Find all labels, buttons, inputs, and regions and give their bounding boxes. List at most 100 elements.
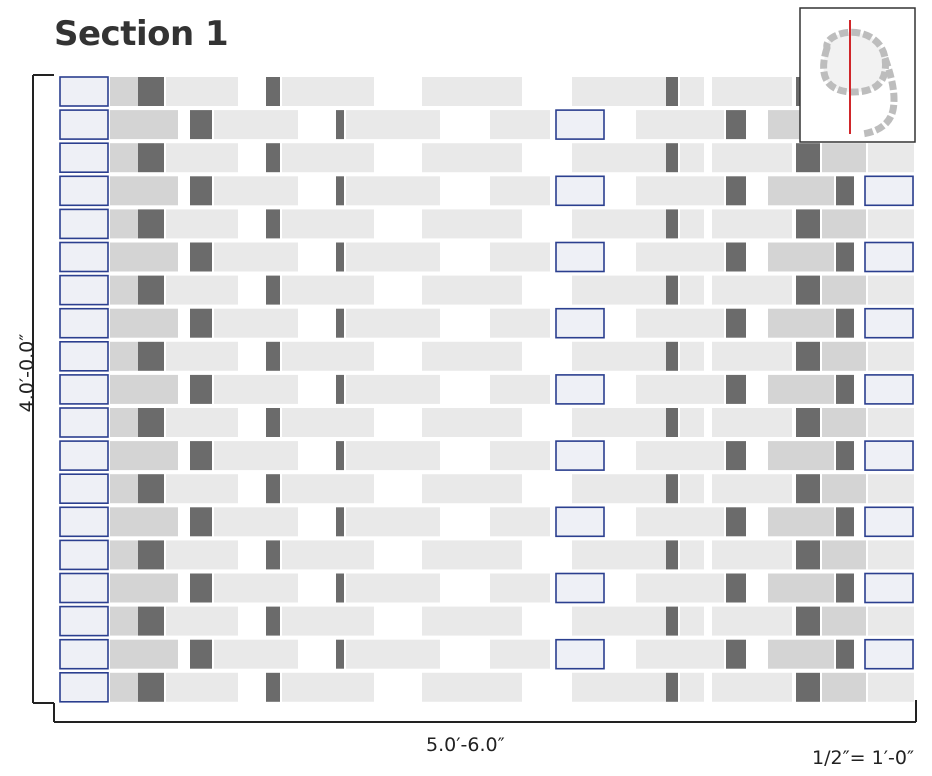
block	[796, 275, 820, 305]
block	[190, 374, 212, 404]
brick-courses	[60, 77, 914, 702]
block	[166, 209, 238, 239]
block	[110, 77, 138, 106]
block	[214, 573, 298, 603]
block	[266, 143, 280, 173]
height-dimension-label: 4.0′-0.0″	[16, 333, 38, 413]
block	[490, 639, 550, 669]
block	[166, 275, 238, 305]
block	[712, 540, 792, 570]
block	[138, 540, 164, 570]
block	[768, 374, 834, 404]
highlighted-block	[59, 208, 109, 240]
block	[422, 143, 522, 173]
block	[712, 209, 792, 239]
block	[666, 540, 678, 570]
block	[190, 441, 212, 471]
block	[796, 143, 820, 173]
block	[726, 639, 746, 669]
highlighted-block	[59, 671, 109, 703]
key-plan-inset	[799, 7, 916, 143]
block	[868, 275, 914, 305]
block	[138, 209, 164, 239]
highlighted-block	[59, 109, 109, 140]
block	[282, 143, 374, 173]
block	[768, 639, 834, 669]
block	[666, 209, 678, 239]
block	[138, 275, 164, 305]
block	[796, 672, 820, 702]
scale-label: 1/2″= 1′-0″	[812, 747, 915, 769]
block	[490, 441, 550, 471]
highlighted-block	[59, 340, 109, 372]
block	[266, 672, 280, 702]
block	[796, 408, 820, 437]
block	[266, 209, 280, 239]
block	[636, 110, 724, 140]
highlighted-block	[59, 572, 109, 604]
block	[110, 474, 138, 504]
block	[680, 341, 704, 371]
block	[110, 308, 178, 338]
block	[822, 606, 866, 636]
block	[214, 308, 298, 338]
block	[490, 242, 550, 272]
block	[166, 341, 238, 371]
block	[336, 639, 344, 669]
block	[796, 540, 820, 570]
block	[868, 474, 914, 504]
block	[726, 308, 746, 338]
block	[572, 77, 666, 106]
block	[138, 77, 164, 106]
block	[214, 110, 298, 140]
block	[110, 374, 178, 404]
block	[282, 77, 374, 106]
block	[336, 507, 344, 537]
block	[822, 209, 866, 239]
block	[572, 209, 666, 239]
block	[190, 110, 212, 140]
block	[768, 176, 834, 206]
highlighted-block	[864, 638, 914, 670]
block	[822, 408, 866, 437]
block	[282, 275, 374, 305]
block	[138, 143, 164, 173]
block	[712, 408, 792, 437]
block	[572, 275, 666, 305]
block	[190, 507, 212, 537]
block	[282, 672, 374, 702]
block	[282, 606, 374, 636]
block	[422, 672, 522, 702]
block	[138, 474, 164, 504]
highlighted-block	[59, 539, 109, 571]
block	[166, 77, 238, 106]
block	[712, 341, 792, 371]
highlighted-block	[555, 241, 605, 273]
block	[110, 507, 178, 537]
width-dimension-label: 5.0′-6.0″	[426, 734, 505, 756]
block	[346, 176, 440, 206]
block	[214, 639, 298, 669]
highlighted-block	[59, 473, 109, 505]
block	[214, 507, 298, 537]
highlighted-block	[59, 440, 109, 471]
block	[110, 275, 138, 305]
block	[572, 474, 666, 504]
block	[336, 573, 344, 603]
block	[868, 408, 914, 437]
block	[822, 341, 866, 371]
block	[768, 242, 834, 272]
block	[110, 176, 178, 206]
block	[636, 374, 724, 404]
block	[346, 507, 440, 537]
block	[282, 341, 374, 371]
block	[768, 507, 834, 537]
block	[796, 474, 820, 504]
block	[266, 540, 280, 570]
block	[110, 143, 138, 173]
block	[490, 573, 550, 603]
block	[110, 110, 178, 140]
block	[666, 77, 678, 106]
block	[110, 341, 138, 371]
